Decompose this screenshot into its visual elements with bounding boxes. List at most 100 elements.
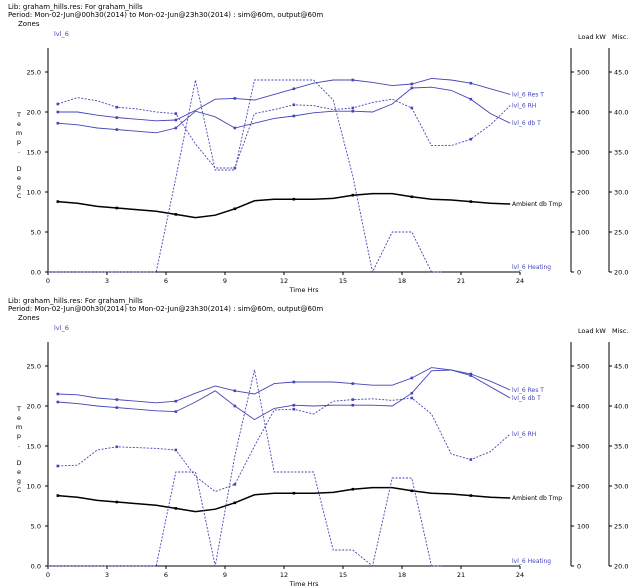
x-tick-label: 0 <box>46 277 50 285</box>
y-tick-label: 25.0 <box>27 69 41 77</box>
series-point-1 <box>233 126 237 130</box>
y-tick-label: 5.0 <box>31 523 41 531</box>
series-point-1 <box>469 374 473 377</box>
series-point-1 <box>292 114 296 118</box>
series-point-0 <box>351 382 355 385</box>
series-line-2 <box>57 486 511 513</box>
series-point-2 <box>410 195 414 199</box>
series-point-1 <box>115 406 119 409</box>
y-tick-label: 25.0 <box>27 363 41 371</box>
series-point-3 <box>233 483 237 486</box>
misc-axis-label: Misc. <box>612 327 628 335</box>
series-line-2 <box>57 192 511 219</box>
load-tick-label: 100 <box>577 229 589 237</box>
y-axis-label-char: g <box>17 477 21 485</box>
series-point-0 <box>174 118 178 122</box>
load-tick-label: 400 <box>577 403 589 411</box>
series-label-2: Ambient db Tmp <box>512 495 562 502</box>
load-tick-label: 300 <box>577 149 589 157</box>
series-line-1 <box>57 369 511 421</box>
series-point-0 <box>469 81 473 85</box>
zone-name: lvl_6 <box>54 324 69 332</box>
misc-tick-label: 25.0 <box>614 229 628 237</box>
load-tick-label: 200 <box>577 189 589 197</box>
y-tick-label: 10.0 <box>27 483 41 491</box>
series-line-4 <box>48 369 442 567</box>
series-point-1 <box>410 391 414 395</box>
load-axis-label: Load kW <box>578 33 606 41</box>
series-label-3: lvl_6 RH <box>512 431 536 438</box>
misc-tick-label: 25.0 <box>614 523 628 531</box>
series-point-1 <box>174 410 178 413</box>
series-line-3 <box>57 97 511 169</box>
x-tick-label: 21 <box>457 571 465 579</box>
series-line-1 <box>57 86 511 134</box>
series-line-3 <box>57 397 511 493</box>
chart-panel-2: Lib: graham_hills.res: For graham_hills … <box>0 294 642 588</box>
series-point-2 <box>351 487 355 491</box>
misc-tick-label: 30.0 <box>614 189 628 197</box>
y-tick-label: 20.0 <box>27 403 41 411</box>
x-tick-label: 15 <box>339 277 347 285</box>
x-tick-label: 15 <box>339 571 347 579</box>
misc-tick-label: 20.0 <box>614 269 628 277</box>
x-tick-label: 21 <box>457 277 465 285</box>
chart-svg: 0 3 6 9 12 15 18 21 24 Time Hrs 0.0 5.0 10.0 15.0 20.0… <box>16 324 629 588</box>
series-point-2 <box>56 494 60 497</box>
x-tick-label: 3 <box>105 571 109 579</box>
series-point-2 <box>174 213 178 216</box>
series-point-0 <box>56 392 60 396</box>
series-line-0 <box>57 367 511 404</box>
x-tick-label: 0 <box>46 571 50 579</box>
y-tick-label: 5.0 <box>31 229 41 237</box>
series-label-2: Ambient db Tmp <box>512 201 562 208</box>
series-point-1 <box>469 97 473 101</box>
series-point-0 <box>233 97 237 100</box>
series-point-1 <box>351 109 355 113</box>
series-point-1 <box>292 403 296 407</box>
load-tick-label: 300 <box>577 443 589 451</box>
series-point-3 <box>469 458 473 461</box>
chart-header-line2: Period: Mon-02-Jun@00h30(2014) to Mon-02… <box>8 305 324 313</box>
series-point-0 <box>292 380 296 384</box>
y-axis-label-char: e <box>17 120 21 128</box>
x-tick-label: 3 <box>105 277 109 285</box>
series-point-3 <box>115 445 119 449</box>
y-axis-label-char: D <box>16 165 21 173</box>
series-label-4: lvl_6 Heating <box>512 264 551 271</box>
series-point-2 <box>292 197 296 201</box>
y-tick-label: 10.0 <box>27 189 41 197</box>
y-axis-label-char: e <box>17 174 21 182</box>
misc-tick-label: 35.0 <box>614 149 628 157</box>
series-point-3 <box>174 112 178 115</box>
x-tick-label: 6 <box>164 571 168 579</box>
y-axis-label-char: . <box>18 441 20 449</box>
series-point-1 <box>233 404 237 408</box>
y-tick-label: 20.0 <box>27 109 41 117</box>
series-point-1 <box>351 403 355 407</box>
y-tick-label: 15.0 <box>27 443 41 451</box>
misc-tick-label: 45.0 <box>614 363 628 371</box>
series-point-3 <box>469 137 473 141</box>
series-point-1 <box>56 400 60 404</box>
series-point-2 <box>469 494 473 497</box>
misc-tick-label: 45.0 <box>614 69 628 77</box>
load-tick-label: 500 <box>577 69 589 77</box>
x-tick-label: 9 <box>223 277 227 285</box>
series-label-0: lvl_6 Res T <box>512 387 544 394</box>
y-axis-label-char: p <box>17 432 21 440</box>
x-tick-label: 12 <box>280 277 288 285</box>
y-axis-label-char: g <box>17 183 21 191</box>
series-point-1 <box>174 126 178 130</box>
series-point-3 <box>174 448 178 452</box>
series-point-3 <box>410 106 414 110</box>
series-point-2 <box>233 501 237 505</box>
series-label-0: lvl_6 Res T <box>512 91 544 98</box>
series-point-3 <box>410 396 414 400</box>
series-point-2 <box>233 207 237 211</box>
series-point-1 <box>115 128 119 131</box>
load-tick-label: 0 <box>577 563 581 571</box>
y-axis-label-char: m <box>16 423 22 431</box>
series-point-3 <box>292 407 296 411</box>
x-tick-label: 9 <box>223 571 227 579</box>
